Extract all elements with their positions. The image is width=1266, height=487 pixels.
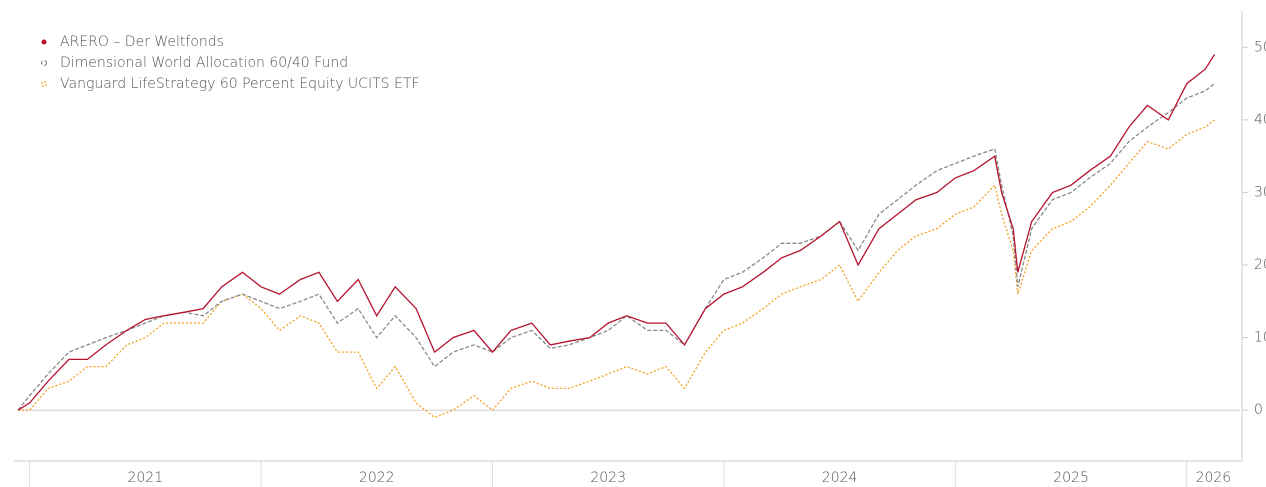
series-line [17, 83, 1215, 411]
x-tick-label: 2023 [590, 470, 626, 486]
y-tick-label: 0 [1254, 402, 1263, 418]
legend-label: Dimensional World Allocation 60/40 Fund [60, 55, 348, 71]
x-tick-label: 2024 [822, 470, 858, 486]
x-tick-label: 2021 [127, 470, 163, 486]
y-tick-label: 10 [1254, 330, 1266, 346]
x-tick-label: 2022 [359, 470, 395, 486]
series-line [18, 119, 1215, 419]
y-tick-label: 30 [1254, 184, 1266, 200]
x-tick-label: 2026 [1196, 470, 1232, 486]
legend-label: Vanguard LifeStrategy 60 Percent Equity … [60, 76, 419, 92]
legend-marker [40, 59, 48, 67]
y-tick-label: 40 [1254, 112, 1266, 128]
legend-marker [41, 39, 47, 45]
legend-marker [40, 80, 48, 88]
legend-label: ARERO – Der Weltfonds [60, 34, 224, 50]
y-tick-label: 50 [1254, 39, 1266, 55]
series-line [17, 54, 1216, 411]
y-tick-label: 20 [1254, 257, 1266, 273]
x-tick-label: 2025 [1053, 470, 1089, 486]
